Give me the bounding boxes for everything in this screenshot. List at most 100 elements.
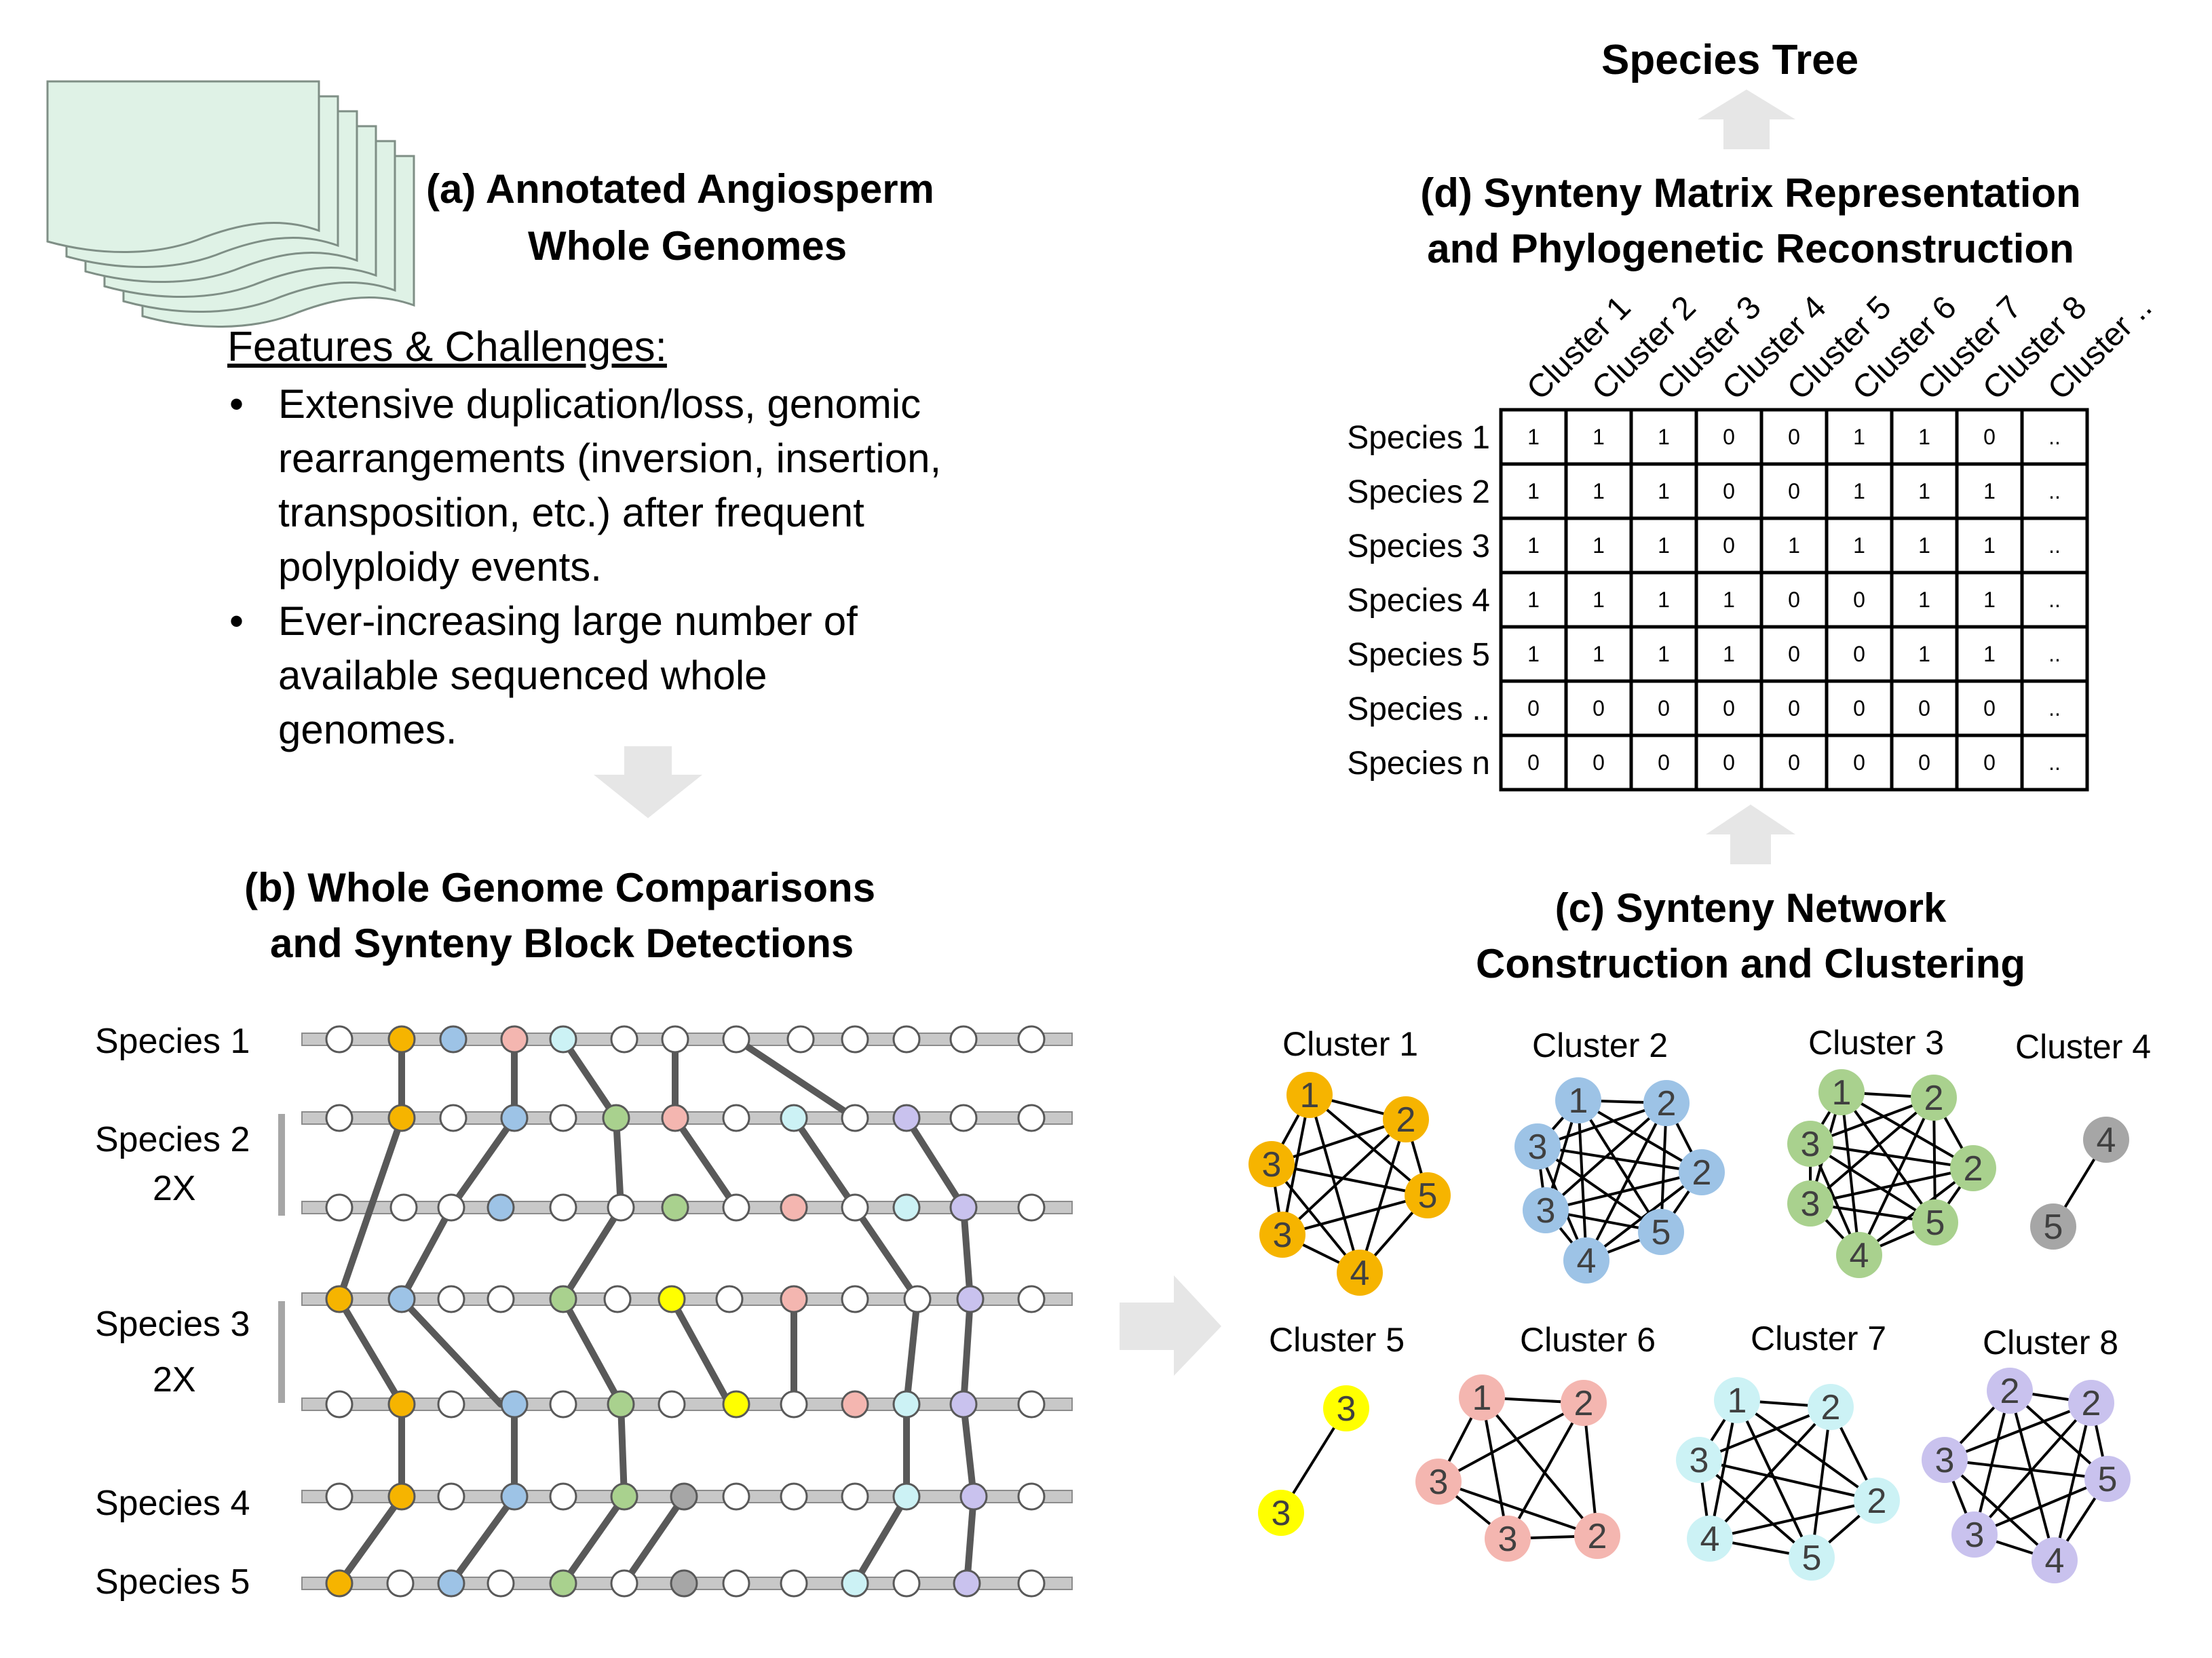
cluster-7-network: 1 2 2 5 4 3 [1676, 1377, 1900, 1581]
matrix-cell: 0 [1788, 696, 1800, 720]
network-node [1808, 1384, 1854, 1430]
network-edge [1438, 1480, 1598, 1537]
network-edge [1506, 1402, 1585, 1539]
matrix-cell: 0 [1853, 642, 1865, 666]
network-edge [1308, 1094, 1361, 1273]
network-edge [1973, 1402, 2093, 1536]
gene-marker [487, 1569, 515, 1598]
matrix-cell: 1 [1527, 533, 1540, 558]
matrix-cell: 1 [1658, 587, 1670, 612]
gene-marker [387, 1390, 416, 1419]
network-node [1714, 1377, 1760, 1423]
network-node-label: 1 [1472, 1379, 1492, 1418]
matrix-cell: .. [2048, 750, 2061, 775]
network-edge [1944, 1459, 2108, 1480]
network-node [1854, 1478, 1900, 1524]
gene-marker [892, 1193, 921, 1222]
network-node-label: 4 [1577, 1241, 1597, 1281]
network-node [2032, 1537, 2078, 1583]
matrix-cell: 1 [1983, 587, 1996, 612]
matrix-cell: 0 [1527, 750, 1540, 775]
synteny-link [560, 1036, 619, 1121]
network-node-label: 4 [2097, 1121, 2116, 1160]
matrix-row-header: Species 4 [1347, 583, 1490, 619]
gene-marker [722, 1569, 750, 1598]
matrix-cell: 1 [1527, 425, 1540, 449]
synteny-link [398, 1296, 504, 1408]
matrix-cell: 0 [1853, 696, 1865, 720]
matrix-cell: 0 [1658, 696, 1670, 720]
network-node-label: 5 [2044, 1208, 2063, 1247]
gene-marker [387, 1285, 416, 1313]
network-edge [1358, 1119, 1407, 1273]
network-node [1405, 1172, 1451, 1218]
gene-marker [500, 1482, 529, 1511]
synteny-link [613, 1115, 624, 1211]
gene-marker [607, 1193, 635, 1222]
cluster-5-label: Cluster 5 [1269, 1321, 1405, 1359]
matrix-cell: 1 [1593, 642, 1605, 666]
matrix-cell: 0 [1593, 696, 1605, 720]
synteny-link [336, 1493, 405, 1587]
matrix-cell: 0 [1983, 750, 1996, 775]
synteny-link [336, 1296, 405, 1408]
network-node-label: 5 [1802, 1539, 1822, 1578]
bullet-dot-icon: • [229, 598, 244, 644]
gene-marker [949, 1104, 978, 1132]
network-node-label: 2 [1657, 1084, 1677, 1123]
matrix-cell: 1 [1593, 425, 1605, 449]
network-node-label: 4 [1850, 1236, 1869, 1275]
network-node-label: 2 [1692, 1153, 1712, 1193]
network-edge [1858, 1097, 1935, 1256]
gene-marker [439, 1104, 468, 1132]
gene-marker [780, 1285, 808, 1313]
network-node-label: 4 [2045, 1541, 2065, 1581]
gene-marker [892, 1482, 921, 1511]
matrix-cell: 1 [1853, 425, 1865, 449]
cluster-6-label: Cluster 6 [1520, 1321, 1656, 1359]
gene-marker [1017, 1104, 1046, 1132]
panel-d-title-line2: and Phylogenetic Reconstruction [1427, 226, 2074, 271]
species-tree-label: Species Tree [1601, 37, 1859, 83]
network-node [1638, 1209, 1684, 1255]
network-node-label: 3 [1429, 1463, 1449, 1502]
matrix-cell: 1 [1918, 642, 1930, 666]
matrix-cell: 1 [1658, 479, 1670, 503]
network-node [1337, 1250, 1383, 1296]
matrix-frame [1499, 408, 2089, 792]
matrix-row-header: Species 2 [1347, 474, 1490, 510]
gene-marker [487, 1193, 515, 1222]
gene-marker [437, 1285, 465, 1313]
network-node-label: 5 [1652, 1213, 1671, 1252]
species-3-label: Species 3 [95, 1305, 250, 1344]
network-edge [1809, 1142, 1937, 1224]
network-node [1911, 1075, 1957, 1121]
gene-marker [602, 1104, 630, 1132]
synteny-link [560, 1493, 628, 1587]
species-2-label: Species 2 [95, 1120, 250, 1159]
network-node-label: 1 [1832, 1073, 1852, 1113]
network-node [1415, 1459, 1462, 1505]
gene-marker [325, 1569, 354, 1598]
feature-bullet-1: • Extensive duplication/loss, genomic re… [229, 377, 1025, 594]
network-edge [1698, 1459, 1813, 1559]
matrix-cell: 0 [1723, 533, 1735, 558]
matrix-cell: .. [2048, 642, 2061, 666]
synteny-link [398, 1204, 455, 1303]
cluster-3-label: Cluster 3 [1808, 1024, 1945, 1062]
network-node-label: 3 [1935, 1441, 1955, 1480]
species-3-ploidy-label: 2X [153, 1360, 196, 1400]
gene-marker [325, 1025, 354, 1054]
gene-marker [956, 1285, 985, 1313]
network-node-label: 5 [1926, 1203, 1945, 1243]
gene-marker [892, 1104, 921, 1132]
network-edge [1481, 1397, 1509, 1539]
gene-marker [780, 1482, 808, 1511]
cluster-4-network: 45 [2030, 1117, 2129, 1250]
gene-marker [1017, 1025, 1046, 1054]
network-node [1687, 1516, 1733, 1562]
bullet-dot-icon: • [229, 381, 244, 427]
network-edge [1809, 1096, 1935, 1205]
gene-marker [841, 1193, 869, 1222]
